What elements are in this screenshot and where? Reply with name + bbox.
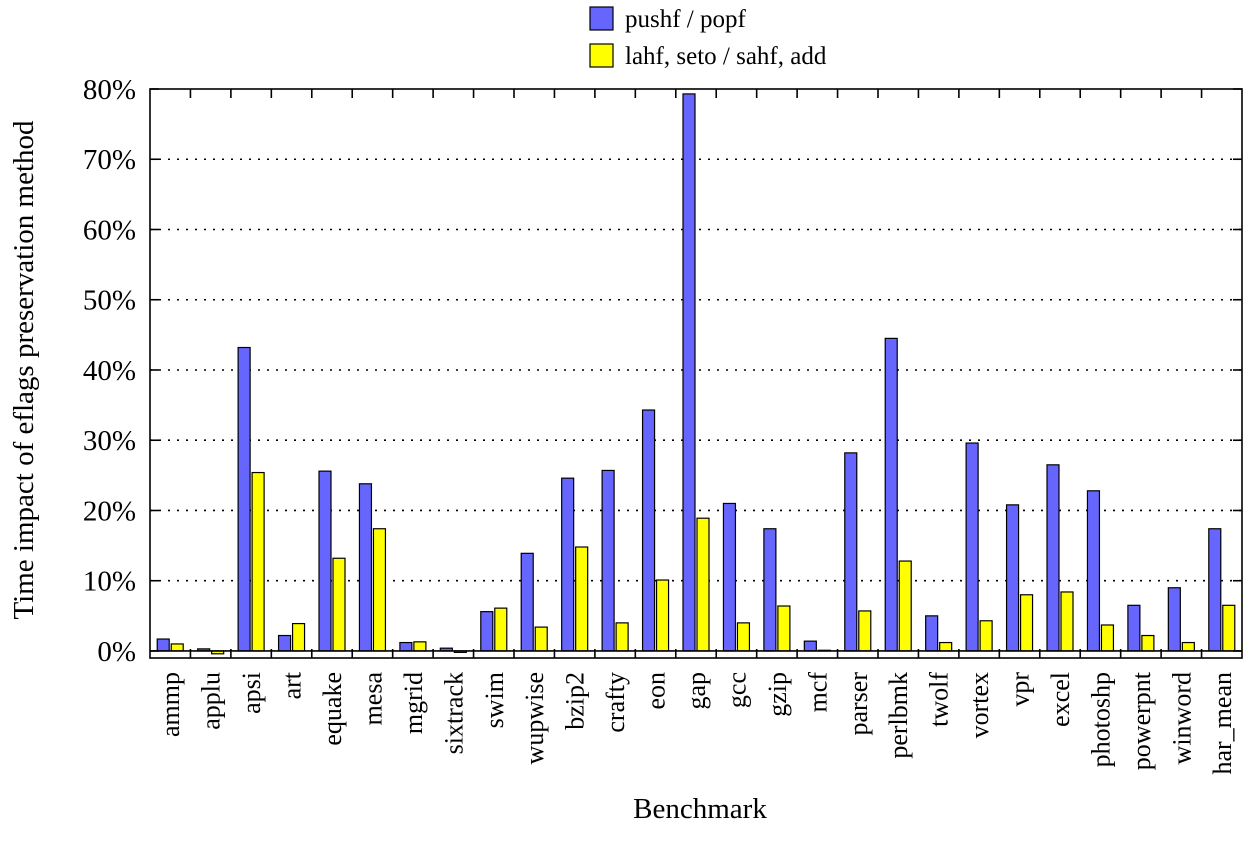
x-tick-label: mcf [803, 672, 832, 713]
bar-pushf-popf-gcc [722, 502, 737, 652]
legend-swatch-lahf-seto [589, 43, 614, 68]
x-tick-label: winword [1167, 672, 1196, 764]
x-tick-label: mgrid [399, 672, 428, 734]
bar-pushf-popf-mcf [803, 640, 817, 652]
axes [149, 88, 1243, 659]
bar-lahf-seto-wupwise [534, 626, 548, 652]
y-axis-ticks: 0% 10% 20% 30% 40% 50% 60% 70% 80% [83, 74, 1242, 668]
y-tick-label: 70% [83, 144, 136, 176]
legend-swatch-pushf-popf [589, 6, 614, 31]
x-tick-label: equake [318, 672, 347, 746]
bar-lahf-seto-gap [696, 517, 710, 652]
bar-pushf-popf-har_mean [1208, 528, 1222, 652]
bar-pushf-popf-gzip [763, 528, 777, 652]
x-tick-label: powerpnt [1127, 671, 1156, 770]
bar-pushf-popf-mesa [358, 483, 373, 652]
bar-lahf-seto-vortex [979, 620, 993, 652]
bar-pushf-popf-photoshp [1086, 490, 1101, 652]
legend-label-pushf-popf: pushf / popf [625, 6, 747, 33]
bar-lahf-seto-equake [332, 557, 346, 652]
bar-lahf-seto-excel [1060, 591, 1074, 652]
x-tick-label: crafty [601, 672, 630, 733]
x-tick-label: wupwise [520, 672, 549, 764]
bar-lahf-seto-crafty [615, 622, 629, 652]
x-tick-label: apsi [237, 672, 266, 714]
bar-lahf-seto-apsi [251, 471, 265, 652]
bar-pushf-popf-art [277, 634, 292, 652]
x-tick-label: bzip2 [561, 672, 590, 730]
bar-lahf-seto-ammp [170, 643, 184, 652]
x-tick-label: vpr [1006, 672, 1035, 707]
bar-lahf-seto-perlbmk [898, 560, 912, 652]
bar-pushf-popf-perlbmk [884, 337, 898, 652]
bar-lahf-seto-mgrid [413, 641, 427, 652]
bar-lahf-seto-photoshp [1100, 624, 1115, 652]
bar-pushf-popf-gap [682, 93, 696, 652]
y-tick-label: 10% [83, 566, 136, 598]
y-tick-label: 30% [83, 425, 136, 457]
bar-lahf-seto-bzip2 [575, 546, 589, 652]
legend-label-lahf-seto: lahf, seto / sahf, add [625, 43, 827, 70]
bar-lahf-seto-vpr [1019, 594, 1034, 652]
bar-pushf-popf-twolf [925, 615, 939, 652]
bar-pushf-popf-wupwise [520, 552, 534, 652]
bar-lahf-seto-powerpnt [1141, 634, 1155, 652]
bar-lahf-seto-gcc [736, 622, 751, 652]
x-tick-label: art [278, 671, 307, 699]
bar-lahf-seto-art [291, 622, 306, 652]
x-tick-label: gap [682, 672, 711, 710]
x-tick-label: mesa [358, 672, 387, 726]
grid-lines [150, 158, 1242, 582]
bar-pushf-popf-winword [1167, 587, 1181, 652]
x-tick-label: photoshp [1086, 672, 1115, 767]
x-axis-title: Benchmark [633, 793, 767, 825]
bar-lahf-seto-eon [655, 579, 670, 652]
x-tick-label: applu [197, 672, 226, 730]
plot-frame [149, 88, 1243, 659]
bar-pushf-popf-excel [1046, 464, 1060, 652]
x-tick-label: gcc [722, 672, 751, 708]
bar-pushf-popf-eon [641, 409, 656, 652]
x-tick-label: eon [642, 672, 671, 710]
y-tick-label: 0% [97, 636, 136, 668]
bar-pushf-popf-parser [844, 452, 858, 652]
x-tick-label: perlbmk [884, 672, 913, 759]
bar-lahf-seto-swim [494, 607, 508, 652]
y-tick-label: 60% [83, 214, 136, 246]
bar-pushf-popf-equake [318, 470, 332, 652]
bar-pushf-popf-crafty [601, 469, 615, 652]
bar-lahf-seto-har_mean [1222, 604, 1236, 652]
bar-pushf-popf-vpr [1005, 504, 1020, 652]
x-tick-label: parser [844, 672, 873, 736]
bar-lahf-seto-winword [1181, 641, 1195, 652]
bar-pushf-popf-powerpnt [1127, 604, 1141, 652]
bar-pushf-popf-apsi [237, 346, 251, 652]
x-tick-label: ammp [156, 672, 185, 737]
bar-pushf-popf-mgrid [399, 641, 413, 652]
x-tick-label: gzip [763, 672, 792, 717]
x-tick-label: swim [480, 672, 509, 728]
y-axis-title: Time impact of eflags preservation metho… [8, 120, 40, 620]
bar-pushf-popf-swim [480, 611, 494, 652]
bar-pushf-popf-ammp [156, 638, 170, 652]
x-tick-label: twolf [925, 672, 954, 727]
bar-pushf-popf-bzip2 [561, 477, 575, 652]
x-axis-ticks: ammp applu apsi art equake mesa mgrid sixtrack s… [156, 89, 1237, 775]
x-tick-label: vortex [965, 672, 994, 738]
y-tick-label: 40% [83, 355, 136, 387]
bar-lahf-seto-gzip [777, 605, 791, 652]
bar-lahf-seto-mesa [372, 528, 387, 652]
bar-lahf-seto-parser [858, 610, 872, 652]
x-tick-label: sixtrack [439, 672, 468, 754]
x-tick-label: excel [1046, 672, 1075, 727]
bar-pushf-popf-vortex [965, 442, 979, 652]
y-tick-label: 50% [83, 285, 136, 317]
bars [156, 93, 1236, 655]
x-tick-label: har_mean [1208, 672, 1237, 775]
y-tick-label: 80% [83, 74, 136, 106]
legend: pushf / popf lahf, seto / sahf, add [589, 6, 827, 70]
y-tick-label: 20% [83, 495, 136, 527]
bar-lahf-seto-twolf [939, 641, 953, 652]
